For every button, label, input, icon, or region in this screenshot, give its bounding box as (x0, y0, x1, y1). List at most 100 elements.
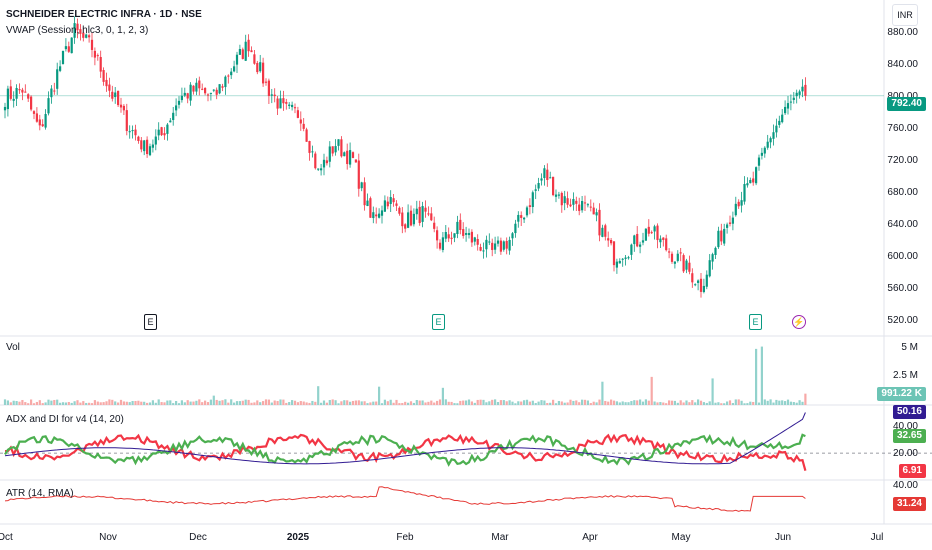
candle-body (679, 252, 682, 254)
candle-body (546, 169, 549, 180)
volume-bar (195, 400, 198, 405)
candle-body (511, 233, 514, 239)
candle-body (372, 212, 375, 219)
volume-bar (401, 403, 404, 405)
candle-body (102, 70, 105, 82)
volume-bar (331, 399, 334, 405)
candle-body (563, 196, 566, 204)
volume-bar (415, 399, 418, 405)
candle-body (438, 242, 442, 249)
candle-body (12, 98, 15, 101)
volume-bar (41, 403, 44, 405)
volume-bar (537, 401, 540, 405)
volume-bar (572, 400, 575, 405)
volume-bar (61, 402, 65, 405)
candle-body (491, 242, 494, 250)
volume-bar (662, 402, 665, 405)
adx-legend[interactable]: ADX and DI for v4 (14, 20) (6, 414, 124, 425)
candle-body (50, 88, 53, 98)
volume-bar (157, 399, 160, 405)
candle-body (276, 98, 279, 109)
candle-body (781, 114, 784, 123)
price-tick: 520.00 (887, 315, 918, 326)
adx-line (4, 412, 806, 465)
volume-bar (479, 399, 482, 405)
volume-bar (514, 403, 517, 405)
volume-bar (749, 401, 752, 405)
atr-legend[interactable]: ATR (14, RMA) (6, 488, 74, 499)
candle-body (668, 251, 671, 253)
volume-bar (717, 402, 720, 405)
currency-selector[interactable]: INR (892, 4, 918, 26)
volume-bar (209, 399, 212, 405)
volume-bar (340, 401, 343, 405)
candle-body (792, 97, 795, 100)
candle-body (549, 177, 552, 179)
candle-body (218, 84, 221, 94)
volume-bar (143, 401, 146, 405)
volume-bar (114, 401, 117, 405)
candle-body (676, 253, 679, 261)
candle-body (177, 100, 181, 105)
candle-body (47, 98, 50, 114)
volume-bar (21, 399, 24, 405)
candle-body (607, 238, 610, 241)
candle-body (720, 230, 723, 242)
volume-bar (183, 402, 186, 405)
candle-body (273, 94, 276, 97)
earnings-marker[interactable]: E (432, 314, 445, 330)
volume-bar (82, 401, 85, 405)
candle-body (476, 238, 479, 245)
candle-body (601, 227, 604, 237)
volume-bar (781, 400, 784, 405)
volume-bar (505, 401, 508, 405)
vwap-legend[interactable]: VWAP (Session, hlc3, 0, 1, 2, 3) (6, 25, 149, 36)
earnings-marker[interactable]: E (144, 314, 157, 330)
time-tick: 2025 (286, 532, 310, 543)
volume-bar (186, 400, 189, 405)
volume-bar (105, 401, 108, 405)
candle-body (206, 94, 210, 96)
volume-bar (711, 378, 714, 405)
candle-body (238, 49, 241, 55)
volume-bar (204, 400, 207, 405)
volume-bar (264, 399, 268, 405)
adx-tick: 20.00 (892, 448, 918, 459)
volume-bar (575, 400, 578, 405)
volume-bar (714, 402, 717, 405)
volume-bar (50, 400, 53, 405)
candle-body (801, 86, 804, 92)
volume-bar (694, 402, 697, 405)
volume-bar (53, 399, 56, 405)
candle-body (24, 91, 27, 93)
volume-bar (607, 401, 610, 405)
volume-bar (636, 400, 639, 405)
volume-bar (583, 399, 587, 405)
volume-bar (441, 387, 444, 405)
volume-bar (392, 402, 395, 405)
earnings-marker[interactable]: E (749, 314, 762, 330)
volume-bar (755, 348, 758, 405)
volume-bar (172, 403, 175, 405)
volume-bar (557, 400, 560, 405)
candle-body (30, 96, 33, 110)
volume-bar (305, 402, 308, 405)
candle-body (128, 131, 131, 133)
candle-body (221, 86, 224, 88)
volume-bar (317, 386, 320, 405)
candle-body (659, 238, 662, 243)
volume-bar (146, 402, 149, 405)
candle-body (708, 260, 711, 277)
volume-bar (784, 401, 787, 405)
candle-body (70, 37, 73, 54)
candle-body (612, 241, 616, 266)
candle-body (482, 250, 485, 252)
volume-bar (389, 399, 392, 405)
candle-body (322, 159, 326, 168)
volume-legend[interactable]: Vol (6, 342, 20, 353)
candle-body (427, 213, 430, 215)
split-marker[interactable]: ⚡ (792, 315, 806, 329)
volume-bar (230, 399, 233, 405)
candle-body (685, 260, 688, 270)
